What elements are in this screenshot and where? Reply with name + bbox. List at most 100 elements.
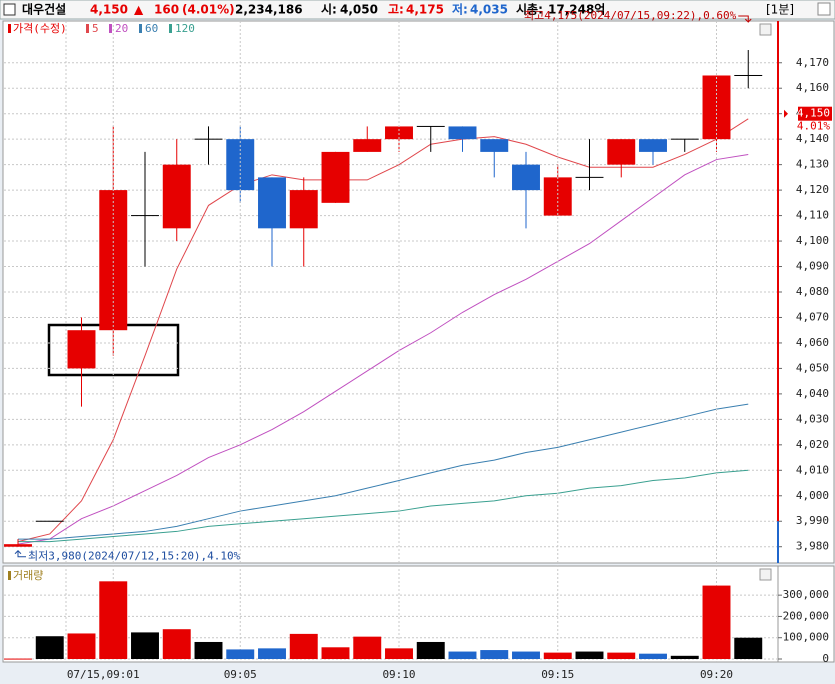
ma-line: [17, 118, 749, 543]
y-tick-label: 0: [822, 652, 829, 665]
candle-body: [258, 177, 286, 229]
volume-bar: [194, 641, 223, 659]
volume-bar: [416, 641, 445, 659]
candle-body: [416, 125, 445, 127]
y-tick-label: 4,050: [796, 361, 829, 374]
candle-body: [670, 138, 699, 140]
x-tick-label: 09:05: [224, 668, 257, 681]
y-tick-label: 4,030: [796, 412, 829, 425]
open-value: 4,050: [340, 3, 378, 17]
stock-name: 대우건설: [22, 2, 66, 17]
y-tick-label: 4,160: [796, 81, 829, 94]
legend-label: 5: [92, 22, 99, 35]
y-tick-label: 3,990: [796, 514, 829, 527]
candle-body: [35, 520, 64, 522]
legend-icon: [8, 24, 11, 33]
panel-icon[interactable]: [759, 568, 772, 581]
candle-body: [480, 139, 509, 152]
y-tick-label: 4,070: [796, 310, 829, 323]
candle-body: [512, 164, 540, 191]
volume-bar: [512, 651, 540, 659]
y-tick-label: 3,980: [796, 540, 829, 553]
volume-bar: [702, 585, 731, 659]
ma-line: [18, 469, 749, 543]
high-value: 4,175: [406, 3, 444, 17]
candle-body: [321, 151, 350, 203]
price: 4,150: [90, 3, 128, 17]
volume-bar: [99, 581, 128, 659]
y-tick-label: 4,010: [796, 463, 829, 476]
candle-body: [131, 215, 159, 217]
candle-body: [448, 126, 477, 140]
candle-body: [607, 139, 636, 165]
legend-label: 20: [115, 22, 128, 35]
volume-bar: [575, 651, 604, 659]
volume-bar: [226, 649, 255, 659]
volume-bar: [670, 655, 699, 659]
y-tick-label: 4,020: [796, 438, 829, 451]
volume-bar: [131, 632, 159, 659]
current-price-arrow: [784, 109, 788, 118]
low-value: 4,035: [470, 3, 508, 17]
candle-body: [67, 330, 96, 369]
ma-line: [17, 153, 749, 545]
y-tick-label: 300,000: [783, 588, 829, 601]
legend-icon: [86, 24, 89, 33]
legend-icon: [109, 24, 112, 33]
y-tick-label: 4,040: [796, 387, 829, 400]
candle-body: [639, 139, 667, 152]
legend-icon: [139, 24, 142, 33]
candle-body: [4, 544, 32, 547]
candle-body: [194, 138, 223, 140]
candle-body: [162, 164, 191, 229]
panel-icon[interactable]: [759, 23, 772, 36]
current-price-box: [798, 106, 832, 121]
high-label: 고:: [388, 3, 404, 17]
ma-line: [18, 403, 749, 540]
y-tick-label: 4,000: [796, 489, 829, 502]
x-tick-label: 09:20: [700, 668, 733, 681]
high-note-arrow: [738, 15, 752, 23]
legend: 가격(수정) 5 20 60 120: [8, 22, 195, 35]
candle-body: [385, 126, 413, 140]
low-label: 저:: [452, 2, 468, 17]
header-bar: [0, 0, 835, 20]
open-label: 시:: [321, 3, 337, 17]
volume-bar: [607, 652, 636, 659]
volume-bar: [543, 652, 572, 659]
current-price-label: 4,150: [797, 107, 830, 120]
volume-bar: [734, 637, 763, 659]
interval[interactable]: [1분]: [766, 3, 794, 17]
volume-bar: [639, 653, 667, 659]
x-tick-label: 07/15,09:01: [67, 668, 140, 681]
volume-bar: [448, 651, 477, 659]
legend-title: 가격(수정): [13, 22, 67, 35]
volume-bar: [480, 650, 509, 659]
legend-label: 60: [145, 22, 158, 35]
y-tick-label: 4,110: [796, 209, 829, 222]
high-note: 최고4,175(2024/07/15,09:22),0.60%: [524, 9, 737, 22]
settings-icon[interactable]: [817, 2, 831, 16]
y-tick-label: 100,000: [783, 631, 829, 644]
legend-icon: [169, 24, 172, 33]
candle-body: [353, 139, 382, 152]
x-tick-label: 09:10: [382, 668, 415, 681]
volume-bar: [385, 648, 413, 659]
low-note-arrow: [14, 550, 26, 558]
volume-bar: [321, 647, 350, 659]
volume-bar: [353, 636, 382, 659]
y-tick-label: 4,140: [796, 132, 829, 145]
y-tick-label: 200,000: [783, 609, 829, 622]
candle-body: [289, 190, 318, 229]
low-note: 최저3,980(2024/07/12,15:20),4.10%: [28, 550, 241, 563]
candle-body: [575, 176, 604, 178]
volume-bar: [258, 648, 286, 659]
legend-title: 거래량: [13, 569, 43, 582]
y-tick-label: 4,170: [796, 56, 829, 69]
legend-label: 120: [175, 22, 195, 35]
checkbox[interactable]: [3, 3, 16, 16]
y-tick-label: 4,060: [796, 336, 829, 349]
y-tick-label: 4,090: [796, 260, 829, 273]
